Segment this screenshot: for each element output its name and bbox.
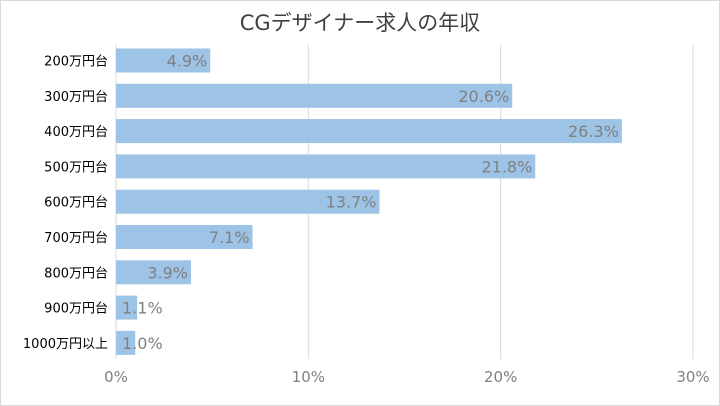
data-labels: 4.9% 20.6% 26.3% 21.8% 13.7% 7.1% 3.9% 1.1% 1.0%: [122, 52, 619, 353]
chart-title: CGデザイナー求人の年収: [239, 11, 481, 35]
data-label: 21.8%: [481, 157, 532, 176]
category-label: 200万円台: [44, 55, 108, 70]
bar: [116, 154, 536, 179]
data-label: 1.1%: [122, 299, 163, 318]
data-label: 4.9%: [167, 52, 208, 71]
x-tick-label: 30%: [676, 368, 709, 386]
bar: [116, 189, 380, 214]
bar: [116, 48, 211, 73]
data-label: 3.9%: [147, 263, 188, 282]
category-label: 300万円台: [44, 90, 108, 105]
category-label: 700万円台: [44, 231, 108, 246]
bars: [116, 48, 622, 355]
data-label: 26.3%: [568, 122, 619, 141]
category-label: 600万円台: [44, 196, 108, 211]
category-label: 1000万円以上: [23, 337, 108, 352]
data-label: 7.1%: [209, 228, 250, 247]
bar: [116, 83, 513, 108]
data-label: 20.6%: [458, 87, 509, 106]
category-label: 500万円台: [44, 160, 108, 175]
bar: [116, 295, 138, 320]
category-label: 800万円台: [44, 266, 108, 281]
category-labels: 200万円台 300万円台 400万円台 500万円台 600万円台 700万円台 800万…: [23, 55, 108, 352]
data-label: 13.7%: [326, 193, 377, 212]
category-label: 400万円台: [44, 125, 108, 140]
x-tick-label: 20%: [484, 368, 517, 386]
bar: [116, 330, 136, 355]
bar: [116, 260, 192, 285]
category-label: 900万円台: [44, 302, 108, 317]
bar: [116, 119, 622, 144]
bar: [116, 225, 253, 249]
x-tick-label: 10%: [292, 368, 325, 386]
x-tick-label: 0%: [104, 368, 128, 386]
data-label: 1.0%: [122, 334, 163, 353]
x-axis-ticks: 0% 10% 20% 30%: [104, 368, 710, 386]
